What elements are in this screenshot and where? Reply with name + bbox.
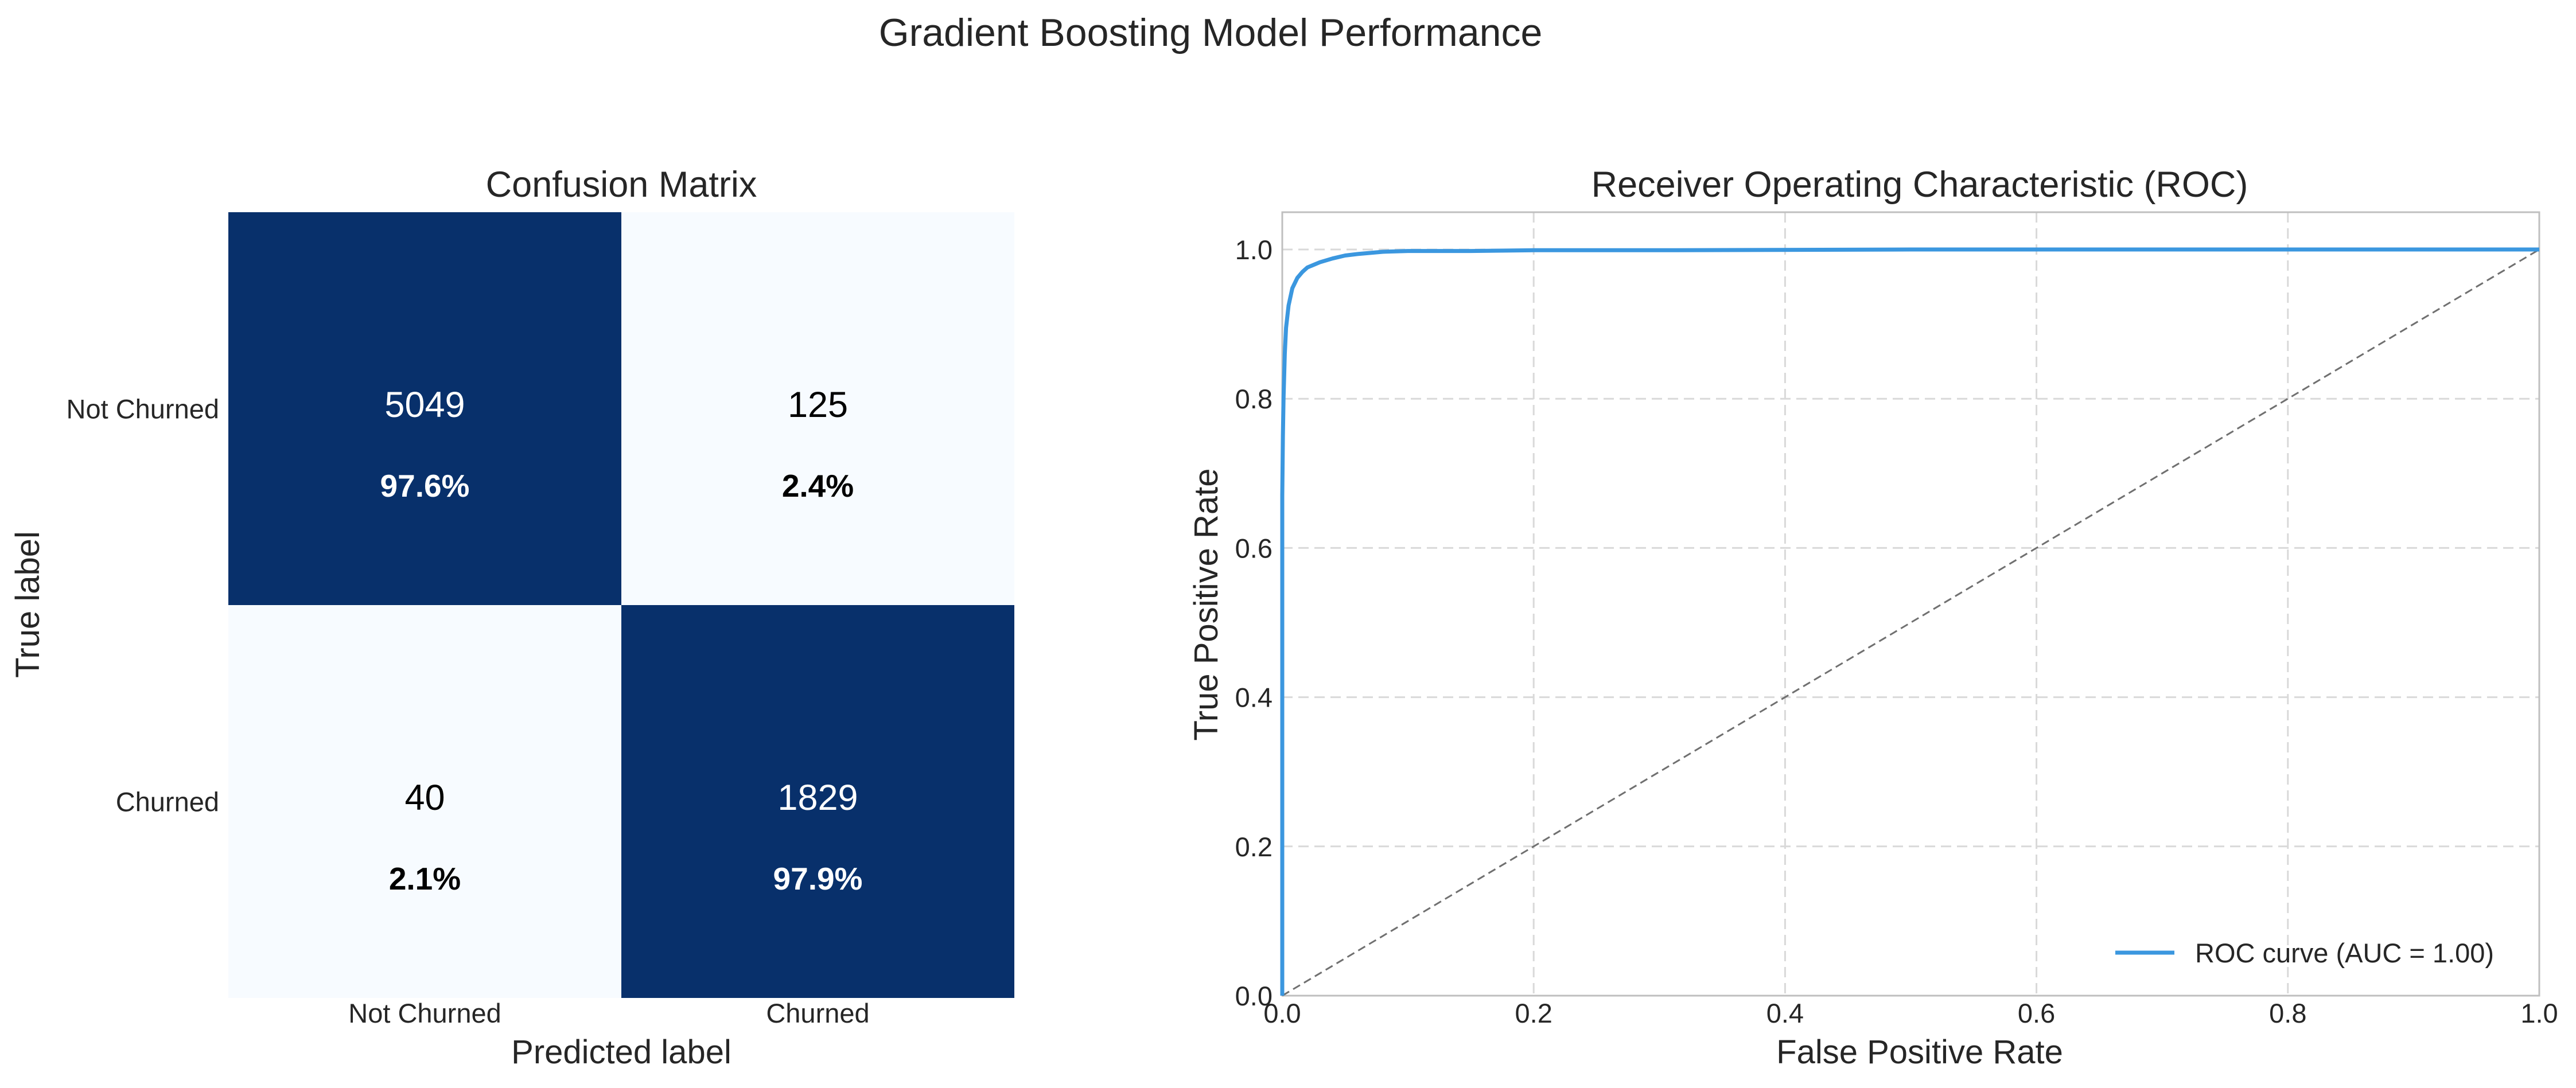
roc-legend: ROC curve (AUC = 1.00) [2115,938,2494,968]
y-tick-label: 0.6 [1235,533,1273,563]
x-tick-label: 0.2 [1515,998,1552,1028]
x-tick-label: 0.8 [2269,998,2306,1028]
y-tick-label: Churned [116,787,219,817]
roc-legend-label: ROC curve (AUC = 1.00) [2195,938,2494,968]
y-tick-label: 0.0 [1235,981,1273,1011]
x-tick-label: 0.0 [1263,998,1301,1028]
roc-y-ticks: 0.0 0.2 0.4 0.6 0.8 1.0 [1235,235,1273,1011]
x-tick-label: Not Churned [348,998,501,1028]
cell-percent-label: 97.9% [773,861,863,896]
confusion-matrix-y-label: True label [9,531,46,678]
roc-axes-frame [1281,211,2540,997]
chance-diagonal-line [1282,248,2540,997]
roc-curve-line [1280,247,2539,996]
roc-panel: Receiver Operating Characteristic (ROC) … [1188,165,2558,1071]
heatmap-cell [228,605,621,998]
y-tick-label: 0.8 [1235,384,1273,414]
roc-y-label: True Positive Rate [1188,469,1225,741]
x-tick-label: 0.6 [2018,998,2055,1028]
x-tick-label: 0.4 [1766,998,1804,1028]
confusion-matrix-x-ticks: Not Churned Churned [348,998,869,1028]
y-tick-label: 0.4 [1235,683,1273,713]
confusion-matrix-panel: Confusion Matrix 5049 97.6% 125 2.4% 40 2.1% 1… [9,165,1014,1071]
confusion-matrix-y-ticks: Not Churned Churned [67,394,220,817]
cell-count-label: 40 [404,778,445,818]
cell-count-label: 1829 [777,778,858,818]
x-tick-label: 1.0 [2520,998,2558,1028]
heatmap-cell [621,212,1014,605]
y-tick-label: Not Churned [67,394,220,424]
heatmap-cell [621,605,1014,998]
roc-title: Receiver Operating Characteristic (ROC) [1591,165,2248,205]
heatmap-cell [228,212,621,605]
figure-title: Gradient Boosting Model Performance [879,11,1543,54]
y-tick-label: 0.2 [1235,832,1273,862]
cell-percent-label: 2.1% [389,861,461,896]
confusion-matrix-title: Confusion Matrix [486,165,757,205]
cell-count-label: 125 [788,385,848,425]
confusion-matrix-cells: 5049 97.6% 125 2.4% 40 2.1% 1829 97.9% [228,212,1014,998]
roc-x-label: False Positive Rate [1776,1034,2063,1071]
cell-count-label: 5049 [384,385,465,425]
cell-percent-label: 2.4% [782,468,854,504]
confusion-matrix-x-label: Predicted label [511,1034,731,1071]
roc-series [1280,247,2540,997]
roc-x-ticks: 0.0 0.2 0.4 0.6 0.8 1.0 [1263,998,2558,1028]
x-tick-label: Churned [766,998,869,1028]
cell-percent-label: 97.6% [380,468,470,504]
y-tick-label: 1.0 [1235,235,1273,265]
roc-grid [1281,212,2540,997]
